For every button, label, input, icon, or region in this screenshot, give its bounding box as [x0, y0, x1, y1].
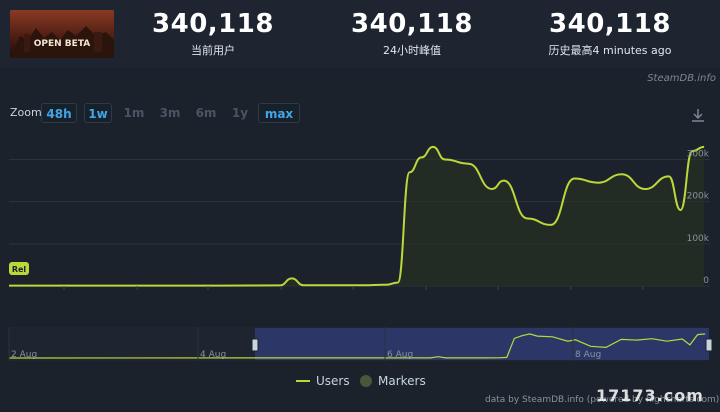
- stat-value: 340,118: [351, 9, 473, 39]
- legend-line-swatch: [296, 380, 310, 382]
- zoom-48h-button[interactable]: 48h: [41, 103, 77, 123]
- y-tick-label: 0: [703, 276, 709, 286]
- zoom-1m-button[interactable]: 1m: [123, 106, 145, 120]
- y-tick-label: 200k: [687, 192, 710, 202]
- download-icon[interactable]: [690, 108, 706, 124]
- steamdb-credit[interactable]: SteamDB.info: [647, 73, 716, 84]
- legend-dot-swatch: [360, 375, 372, 387]
- legend-markers[interactable]: Markers: [360, 374, 426, 388]
- zoom-3m-button[interactable]: 3m: [159, 106, 181, 120]
- data-credit[interactable]: data by SteamDB.info (powered by highcha…: [485, 395, 720, 405]
- stats-header: OPEN BETA 340,118 当前用户 340,118 24小时峰值 34…: [0, 0, 720, 68]
- stat-label: 当前用户: [191, 44, 235, 57]
- legend-label: Users: [316, 374, 350, 388]
- player-count-chart[interactable]: 5 Aug12:006 Aug12:007 Aug12:008 Aug12:00…: [0, 0, 720, 300]
- release-marker-label: Rel: [12, 265, 27, 274]
- chart-legend: Users Markers: [0, 374, 720, 392]
- navigator-line: [8, 333, 706, 359]
- game-thumbnail-art: OPEN BETA: [10, 10, 114, 58]
- zoom-1w-button[interactable]: 1w: [84, 103, 112, 123]
- stat-value: 340,118: [152, 9, 274, 39]
- navigator-labels: 2 Aug 4 Aug 6 Aug 8 Aug: [8, 327, 601, 361]
- stat-label: 历史最高4 minutes ago: [548, 44, 672, 57]
- users-area: [9, 146, 705, 286]
- legend-label: Markers: [378, 374, 426, 388]
- navigator-right-handle[interactable]: [705, 338, 713, 352]
- range-navigator[interactable]: 2 Aug 4 Aug 6 Aug 8 Aug: [0, 327, 720, 363]
- zoom-label: Zoom: [10, 106, 42, 119]
- game-thumbnail[interactable]: OPEN BETA: [10, 10, 114, 58]
- stat-label: 24小时峰值: [383, 44, 441, 57]
- legend-users[interactable]: Users: [296, 374, 350, 388]
- zoom-1y-button[interactable]: 1y: [231, 106, 249, 120]
- watermark: 17173.com: [596, 386, 704, 405]
- release-marker-badge: [9, 262, 29, 275]
- stat-all-time-peak: 340,118 历史最高4 minutes ago: [525, 9, 695, 58]
- navigator-date-label: 4 Aug: [200, 350, 226, 360]
- y-axis-ticks: 0 100k 200k 300k: [687, 150, 710, 286]
- navigator-left-handle[interactable]: [251, 338, 259, 352]
- navigator-date-label: 6 Aug: [387, 350, 413, 360]
- stat-24h-peak: 340,118 24小时峰值: [327, 9, 497, 58]
- navigator-date-label: 2 Aug: [11, 350, 37, 360]
- stat-value: 340,118: [549, 9, 671, 39]
- stat-current-users: 340,118 当前用户: [128, 9, 298, 58]
- navigator-date-label: 8 Aug: [575, 350, 601, 360]
- y-tick-label: 300k: [687, 150, 710, 160]
- x-axis-ticks: 5 Aug12:006 Aug12:007 Aug12:008 Aug12:00…: [63, 286, 644, 290]
- zoom-max-button[interactable]: max: [258, 103, 300, 123]
- y-tick-label: 100k: [687, 234, 710, 244]
- zoom-6m-button[interactable]: 6m: [195, 106, 217, 120]
- navigator-selection[interactable]: [255, 328, 709, 360]
- release-marker[interactable]: Rel: [9, 262, 29, 275]
- users-line: [9, 145, 705, 287]
- thumbnail-title: OPEN BETA: [34, 39, 91, 49]
